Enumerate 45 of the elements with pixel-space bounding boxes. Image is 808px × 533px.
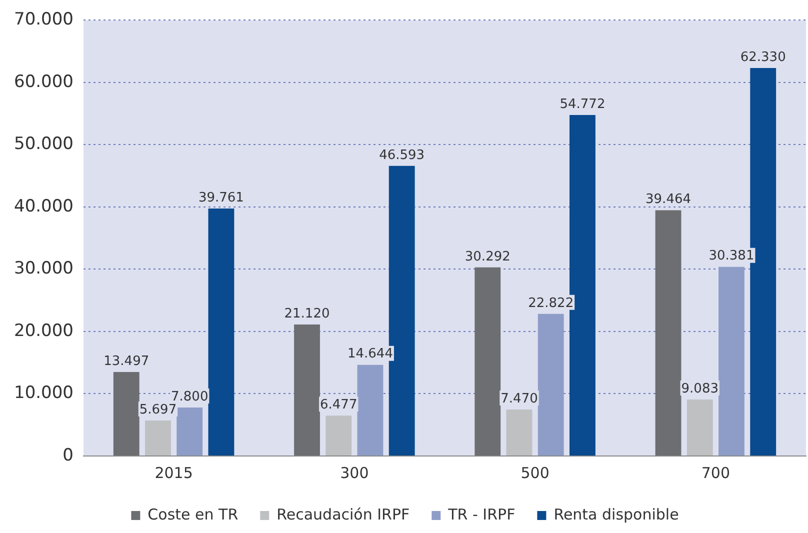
y-tick-label: 50.000 xyxy=(14,134,74,154)
bar xyxy=(686,399,713,456)
legend-label: Renta disponible xyxy=(554,505,679,524)
bar xyxy=(474,267,501,456)
y-tick-label: 70.000 xyxy=(14,10,74,30)
bar xyxy=(113,372,140,456)
data-label: 39.761 xyxy=(198,190,244,206)
x-tick-label: 700 xyxy=(701,464,730,482)
bar xyxy=(294,324,320,456)
bar xyxy=(326,416,352,456)
y-tick-label: 40.000 xyxy=(14,196,74,216)
bar xyxy=(655,210,682,456)
bar xyxy=(718,266,744,456)
y-tick-label: 20.000 xyxy=(14,320,74,341)
data-label: 22.822 xyxy=(528,296,574,311)
data-label: 7.470 xyxy=(500,391,538,406)
data-label: 5.697 xyxy=(139,402,177,418)
data-label: 54.772 xyxy=(560,96,606,112)
data-label: 9.083 xyxy=(681,381,718,396)
data-label: 13.497 xyxy=(104,354,150,369)
data-label: 30.292 xyxy=(464,249,510,264)
legend-label: Recaudación IRPF xyxy=(276,505,410,524)
data-label: 14.644 xyxy=(347,346,393,362)
data-label: 7.800 xyxy=(170,389,208,404)
data-label: 46.593 xyxy=(379,148,425,163)
data-label: 30.381 xyxy=(708,248,754,264)
data-label: 39.464 xyxy=(646,192,692,208)
y-tick-label: 30.000 xyxy=(14,258,74,279)
legend-label: Coste en TR xyxy=(148,505,238,524)
y-tick-label: 0 xyxy=(62,445,74,466)
bar xyxy=(145,420,171,456)
y-tick-label: 10.000 xyxy=(14,383,74,404)
y-tick-label: 60.000 xyxy=(14,72,74,92)
x-tick-label: 2015 xyxy=(154,464,193,482)
data-label: 62.330 xyxy=(740,50,786,65)
data-label: 6.477 xyxy=(320,398,358,413)
bar xyxy=(506,409,532,456)
data-label: 21.120 xyxy=(284,306,330,322)
bar xyxy=(538,314,564,456)
x-tick-label: 300 xyxy=(340,464,369,482)
bar xyxy=(176,407,203,456)
bar xyxy=(208,208,234,456)
bar xyxy=(357,364,384,456)
x-tick-label: 500 xyxy=(520,464,550,482)
legend-label: TR - IRPF xyxy=(447,505,516,524)
